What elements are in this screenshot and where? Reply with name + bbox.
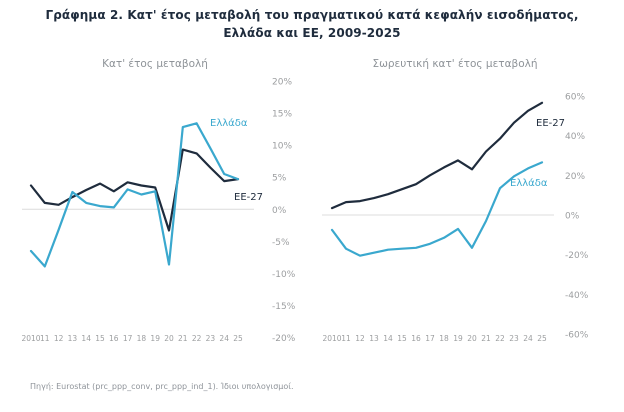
x-tick-label: 13 — [369, 334, 379, 343]
series-label: ΕΕ-27 — [536, 118, 565, 129]
x-tick-label: 14 — [81, 334, 91, 343]
x-tick-label: 22 — [192, 334, 202, 343]
x-tick-label: 22 — [495, 334, 505, 343]
y-tick-label: 60% — [565, 92, 585, 102]
series-line-greece — [330, 161, 544, 257]
x-tick-label: 24 — [219, 334, 229, 343]
x-tick-label: 25 — [537, 334, 547, 343]
series-line-eu — [29, 148, 240, 232]
y-tick-label: -10% — [272, 270, 296, 280]
x-tick-label: 25 — [233, 334, 243, 343]
x-tick-label: 18 — [439, 334, 449, 343]
x-tick-label: 2010 — [322, 334, 341, 343]
x-tick-label: 15 — [397, 334, 407, 343]
x-tick-label: 17 — [425, 334, 435, 343]
x-tick-label: 23 — [509, 334, 519, 343]
series-label: ΕΕ-27 — [234, 192, 263, 203]
annual-change-chart: 20% 15% 10% 5% 0% -5% -10% -15% -20% 2010 11 12 13 14… — [21, 77, 296, 344]
x-tick-label: 19 — [453, 334, 463, 343]
figure-title-line2: Ελλάδα και ΕΕ, 2009-2025 — [223, 26, 401, 40]
y-tick-label: -40% — [565, 291, 589, 301]
y-tick-label: -15% — [272, 302, 296, 312]
x-tick-label: 12 — [355, 334, 365, 343]
x-tick-label: 11 — [40, 334, 50, 343]
x-tick-label: 21 — [178, 334, 188, 343]
y-tick-label: 0% — [272, 206, 287, 216]
y-tick-label: 40% — [565, 132, 585, 142]
x-tick-label: 21 — [481, 334, 491, 343]
series-label: Ελλάδα — [210, 117, 248, 129]
y-tick-label: 15% — [272, 110, 292, 120]
y-tick-label: -5% — [272, 238, 290, 248]
y-tick-label: -20% — [565, 251, 589, 261]
source-note: Πηγή: Eurostat (prc_ppp_conv, prc_ppp_in… — [30, 382, 294, 391]
cumulative-change-chart: 60% 40% 20% 0% -20% -40% -60% 2010 11 12 13 14 15 16 1… — [322, 92, 589, 343]
y-tick-label: 20% — [565, 172, 585, 182]
y-tick-label: -60% — [565, 331, 589, 341]
x-tick-label: 18 — [137, 334, 147, 343]
x-tick-label: 13 — [68, 334, 78, 343]
y-tick-label: -20% — [272, 334, 296, 344]
figure-title-line1: Γράφημα 2. Κατ' έτος μεταβολή του πραγμα… — [45, 8, 579, 22]
y-tick-label: 5% — [272, 174, 287, 184]
series-line-eu — [330, 101, 544, 210]
series-line-greece — [29, 122, 240, 268]
x-tick-label: 20 — [164, 334, 174, 343]
y-tick-label: 20% — [272, 77, 292, 87]
x-tick-label: 11 — [341, 334, 351, 343]
x-tick-label: 17 — [123, 334, 133, 343]
y-tick-label: 0% — [565, 212, 580, 222]
series-label: Ελλάδα — [510, 177, 548, 189]
x-tick-label: 24 — [523, 334, 533, 343]
x-tick-label: 2010 — [21, 334, 40, 343]
x-tick-label: 16 — [411, 334, 421, 343]
x-tick-label: 12 — [54, 334, 64, 343]
annual-chart-subtitle: Κατ' έτος μεταβολή — [102, 58, 208, 70]
x-tick-label: 23 — [206, 334, 216, 343]
y-tick-label: 10% — [272, 142, 292, 152]
x-tick-label: 16 — [109, 334, 119, 343]
cumulative-chart-subtitle: Σωρευτική κατ' έτος μεταβολή — [372, 58, 538, 70]
x-tick-label: 20 — [467, 334, 477, 343]
x-tick-label: 14 — [383, 334, 393, 343]
x-tick-label: 15 — [95, 334, 105, 343]
x-tick-label: 19 — [150, 334, 160, 343]
